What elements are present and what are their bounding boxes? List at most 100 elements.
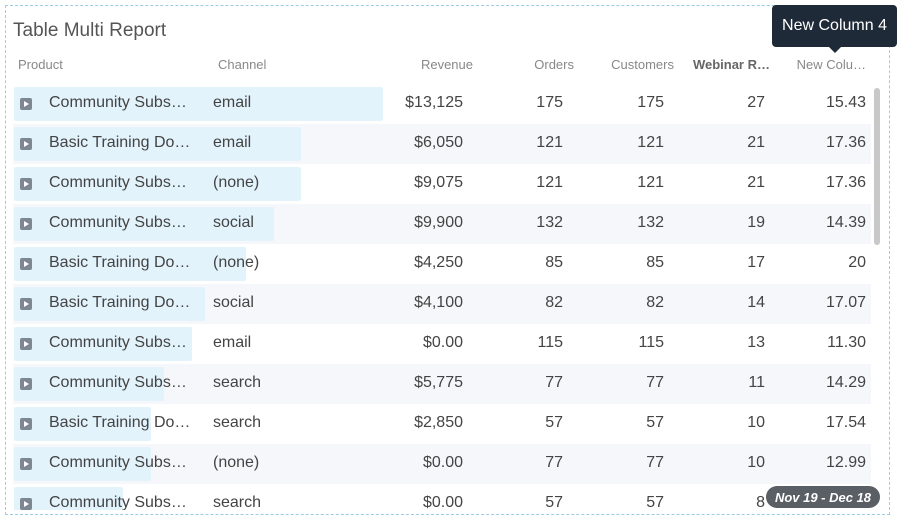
table-cell: Basic Training Do… (49, 134, 191, 151)
column-header: Customers (611, 57, 674, 72)
table-cell: $0.00 (422, 334, 463, 351)
table-cell: 57 (545, 414, 563, 431)
expand-icon[interactable] (20, 218, 32, 230)
expand-icon[interactable] (20, 178, 32, 190)
table-cell: 121 (637, 134, 664, 151)
table-cell: $6,050 (414, 134, 463, 151)
data-bar (14, 367, 165, 401)
table-cell: 77 (646, 454, 664, 471)
column-header: Revenue (420, 57, 473, 72)
table-row[interactable]: Community Subs… (none) $9,075 121 121 21 17.36 (13, 164, 871, 204)
column-header: Orders (534, 57, 574, 72)
table-cell: search (213, 414, 262, 431)
table-row[interactable]: Community Subs… social $9,900 132 132 19 14.39 (13, 204, 871, 244)
table-cell: 77 (545, 374, 563, 391)
expand-icon[interactable] (20, 378, 32, 390)
expand-icon[interactable] (20, 138, 32, 150)
table-row[interactable]: Community Subs… search $5,775 77 77 11 14.29 (13, 364, 871, 404)
table-cell: (none) (213, 174, 260, 191)
table-cell: 14.39 (825, 214, 866, 231)
table-cell: 77 (646, 374, 664, 391)
data-bar (14, 127, 301, 161)
table-cell: Basic Training Do… (49, 414, 191, 431)
table-row[interactable]: Basic Training Do… search $2,850 57 57 10 17.5… (13, 404, 871, 444)
expand-icon[interactable] (20, 98, 32, 110)
table-row[interactable]: Basic Training Do… social $4,100 82 82 14 17.0… (13, 284, 871, 324)
expand-icon[interactable] (20, 498, 32, 510)
date-range-badge[interactable]: Nov 19 - Dec 18 (766, 486, 880, 508)
table-cell: 82 (646, 294, 664, 311)
data-bar (14, 287, 206, 321)
table-cell: search (213, 494, 262, 510)
column-header: New Colu… (796, 57, 866, 72)
table-cell: 11.30 (827, 334, 866, 351)
table-cell: 85 (545, 254, 563, 271)
table-cell: (none) (213, 254, 260, 271)
table-row[interactable]: Community Subs… (none) $0.00 77 77 10 12.99 (13, 444, 871, 484)
table-cell: 27 (747, 94, 765, 111)
expand-icon[interactable] (20, 338, 32, 350)
data-bar (14, 487, 124, 510)
table-cell: 17.36 (825, 134, 866, 151)
table-cell: Community Subs… (49, 454, 187, 471)
table-cell: 115 (537, 334, 563, 351)
table-cell: 121 (637, 174, 664, 191)
table-cell: 17.54 (825, 414, 866, 431)
table-cell: 85 (646, 254, 664, 271)
table-cell: email (213, 334, 252, 351)
table-cell: $4,100 (414, 294, 463, 311)
table-cell: 17.07 (825, 294, 866, 311)
table-row[interactable]: Community Subs…search$0.005757814.04 (13, 484, 871, 510)
data-bar (14, 207, 274, 241)
table-cell: 57 (646, 494, 664, 510)
table-cell: 8 (756, 494, 765, 510)
table-cell: 11 (748, 374, 765, 391)
table-cell: 14.29 (825, 374, 866, 391)
table-cell: social (213, 214, 254, 231)
table-cell: 132 (637, 214, 664, 231)
table-cell: Community Subs… (49, 94, 187, 111)
table-cell: 121 (536, 134, 563, 151)
data-bar (14, 167, 301, 201)
table-cell: 20 (848, 254, 866, 271)
table-cell: 10 (747, 454, 765, 471)
table-row[interactable]: Basic Training Do… (none) $4,250 85 85 17 20 (13, 244, 871, 284)
table-cell: Community Subs… (49, 374, 187, 391)
table-cell: 175 (637, 94, 664, 111)
table-cell: (none) (213, 454, 260, 471)
tooltip: New Column 4 (772, 5, 897, 53)
data-bar (14, 87, 383, 121)
column-header: Webinar R… (692, 57, 770, 72)
table-cell: 115 (638, 334, 664, 351)
data-bar (14, 407, 151, 441)
table-cell: Community Subs… (49, 494, 187, 510)
table-cell: 121 (536, 174, 563, 191)
scrollbar[interactable] (874, 88, 880, 245)
table-row[interactable]: Community Subs… email $0.00 115 115 13 11.30 (13, 324, 871, 364)
table-row[interactable]: Community Subs… email $13,125 175 175 27 15.43 (13, 84, 871, 124)
table-cell: 17.36 (825, 174, 866, 191)
table-cell: 17 (747, 254, 765, 271)
table-cell: Basic Training Do… (49, 254, 191, 271)
expand-icon[interactable] (20, 298, 32, 310)
expand-icon[interactable] (20, 258, 32, 270)
table-cell: Community Subs… (49, 214, 187, 231)
table-cell: Basic Training Do… (49, 294, 191, 311)
expand-icon[interactable] (20, 418, 32, 430)
widget-title: Table Multi Report (13, 20, 167, 41)
table-row[interactable]: Basic Training Do… email $6,050 121 121 21 17.… (13, 124, 871, 164)
data-bar (14, 247, 247, 281)
table-cell: email (213, 94, 252, 111)
table-cell: $5,775 (414, 374, 463, 391)
table-cell: 57 (545, 494, 563, 510)
table-cell: 21 (747, 134, 765, 151)
column-header: Channel (218, 57, 267, 72)
table-cell: $13,125 (405, 94, 463, 111)
expand-icon[interactable] (20, 458, 32, 470)
table-cell: social (213, 294, 254, 311)
table-cell: $9,900 (414, 214, 463, 231)
table-cell: $9,075 (414, 174, 463, 191)
table-body: Community Subs… email $13,125 175 175 27 15.43… (0, 84, 871, 510)
table-cell: Community Subs… (49, 334, 187, 351)
